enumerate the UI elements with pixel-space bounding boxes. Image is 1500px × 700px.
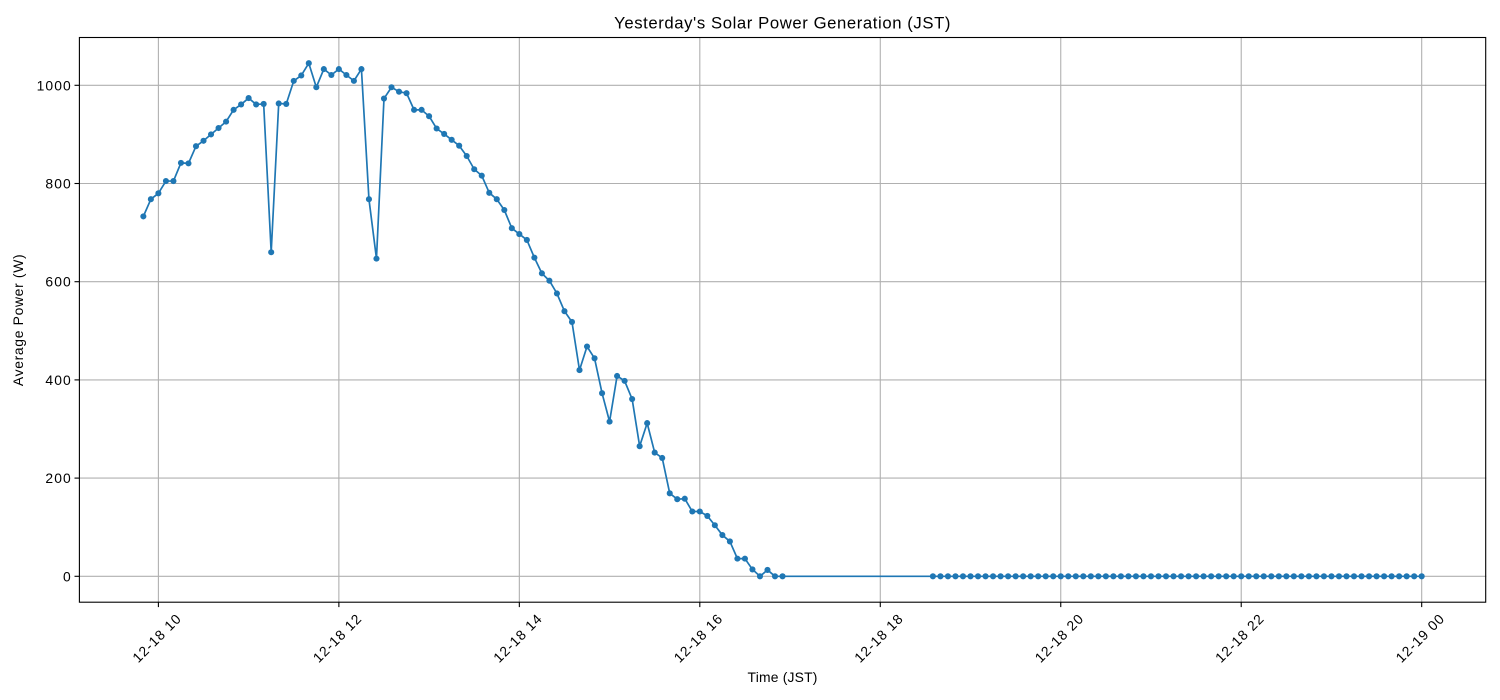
svg-text:0: 0: [63, 568, 72, 584]
svg-text:Time (JST): Time (JST): [748, 669, 818, 685]
svg-text:Average Power (W): Average Power (W): [10, 254, 26, 386]
svg-text:Yesterday's Solar Power Genera: Yesterday's Solar Power Generation (JST): [614, 14, 951, 33]
svg-text:600: 600: [45, 274, 71, 290]
svg-text:200: 200: [45, 470, 71, 486]
svg-text:400: 400: [45, 372, 71, 388]
svg-text:1000: 1000: [37, 77, 72, 93]
svg-text:800: 800: [45, 176, 71, 192]
